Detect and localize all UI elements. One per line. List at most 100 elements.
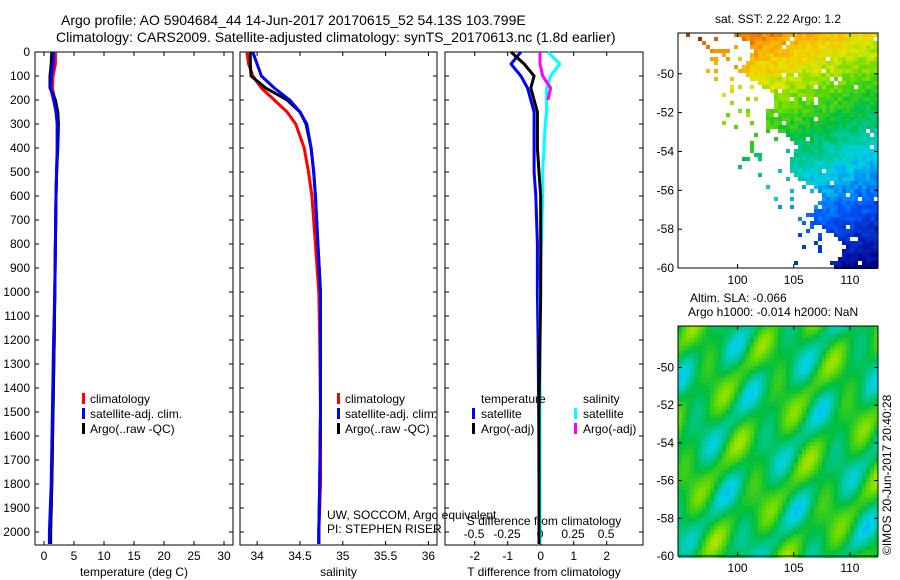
map-cell	[686, 538, 690, 542]
map-cell	[826, 434, 830, 438]
map-cell	[770, 430, 774, 434]
map-cell	[778, 502, 782, 506]
map-cell	[738, 530, 742, 534]
map-cell	[858, 378, 862, 382]
map-cell	[830, 514, 834, 518]
map-cell	[874, 85, 878, 89]
map-cell	[762, 334, 766, 338]
map-cell	[850, 85, 854, 89]
map-cell	[702, 394, 706, 398]
map-cell	[870, 93, 874, 97]
map-cell	[794, 109, 798, 113]
map-cell	[834, 57, 838, 61]
map-cell	[866, 181, 870, 185]
map-cell	[818, 350, 822, 354]
map-cell	[706, 338, 710, 342]
map-cell	[738, 402, 742, 406]
map-cell	[842, 177, 846, 181]
map-cell	[802, 105, 806, 109]
map-cell	[830, 193, 834, 197]
map-cell	[722, 53, 726, 57]
imos-watermark: ©IMOS 20-Jun-2017 20:40:28	[880, 394, 894, 555]
map-cell	[698, 354, 702, 358]
map-cell	[750, 486, 754, 490]
map-y-tick-label: -60	[657, 549, 675, 563]
map-cell	[774, 354, 778, 358]
map-cell	[754, 338, 758, 342]
map-cell	[730, 426, 734, 430]
map-cell	[718, 502, 722, 506]
map-cell	[730, 330, 734, 334]
map-cell	[714, 418, 718, 422]
map-cell	[826, 125, 830, 129]
map-cell	[874, 342, 878, 346]
map-cell	[726, 502, 730, 506]
map-cell	[826, 354, 830, 358]
map-cell	[838, 141, 842, 145]
map-cell	[830, 37, 834, 41]
map-cell	[866, 478, 870, 482]
map-cell	[714, 438, 718, 442]
map-cell	[734, 354, 738, 358]
map-cell	[810, 37, 814, 41]
series-line-climatology	[245, 51, 322, 544]
map-cell	[798, 358, 802, 362]
map-cell	[810, 137, 814, 141]
map-cell	[722, 482, 726, 486]
map-cell	[802, 141, 806, 145]
map-cell	[846, 149, 850, 153]
map-cell	[814, 382, 818, 386]
map-cell	[834, 65, 838, 69]
map-cell	[746, 450, 750, 454]
map-cell	[782, 518, 786, 522]
map-cell	[730, 346, 734, 350]
map-cell	[858, 229, 862, 233]
map-cell	[786, 93, 790, 97]
map-cell	[826, 173, 830, 177]
map-cell	[702, 494, 706, 498]
map-cell	[794, 430, 798, 434]
map-cell	[874, 402, 878, 406]
map-cell	[806, 346, 810, 350]
map-cell	[786, 490, 790, 494]
map-cell	[846, 406, 850, 410]
map-cell	[750, 342, 754, 346]
map-cell	[718, 542, 722, 546]
map-cell	[842, 470, 846, 474]
map-cell	[810, 394, 814, 398]
map-cell	[738, 165, 742, 169]
map-cell	[822, 366, 826, 370]
map-cell	[862, 241, 866, 245]
map-cell	[762, 77, 766, 81]
map-cell	[862, 406, 866, 410]
map-cell	[858, 350, 862, 354]
map-cell	[718, 538, 722, 542]
map-y-tick-label: -52	[657, 398, 675, 412]
map-cell	[862, 326, 866, 330]
map-cell	[802, 354, 806, 358]
map-cell	[822, 534, 826, 538]
map-cell	[786, 338, 790, 342]
map-cell	[714, 530, 718, 534]
map-cell	[814, 350, 818, 354]
map-cell	[854, 185, 858, 189]
map-cell	[738, 518, 742, 522]
map-cell	[822, 446, 826, 450]
map-cell	[726, 390, 730, 394]
map-cell	[726, 526, 730, 530]
map-cell	[718, 49, 722, 53]
map-cell	[750, 510, 754, 514]
map-cell	[818, 458, 822, 462]
map-cell	[862, 518, 866, 522]
map-cell	[854, 510, 858, 514]
map-cell	[870, 169, 874, 173]
map-cell	[854, 466, 858, 470]
map-cell	[794, 173, 798, 177]
map-cell	[782, 125, 786, 129]
map-cell	[694, 474, 698, 478]
map-cell	[778, 49, 782, 53]
map-cell	[718, 358, 722, 362]
map-cell	[826, 193, 830, 197]
map-cell	[794, 510, 798, 514]
map-cell	[870, 534, 874, 538]
